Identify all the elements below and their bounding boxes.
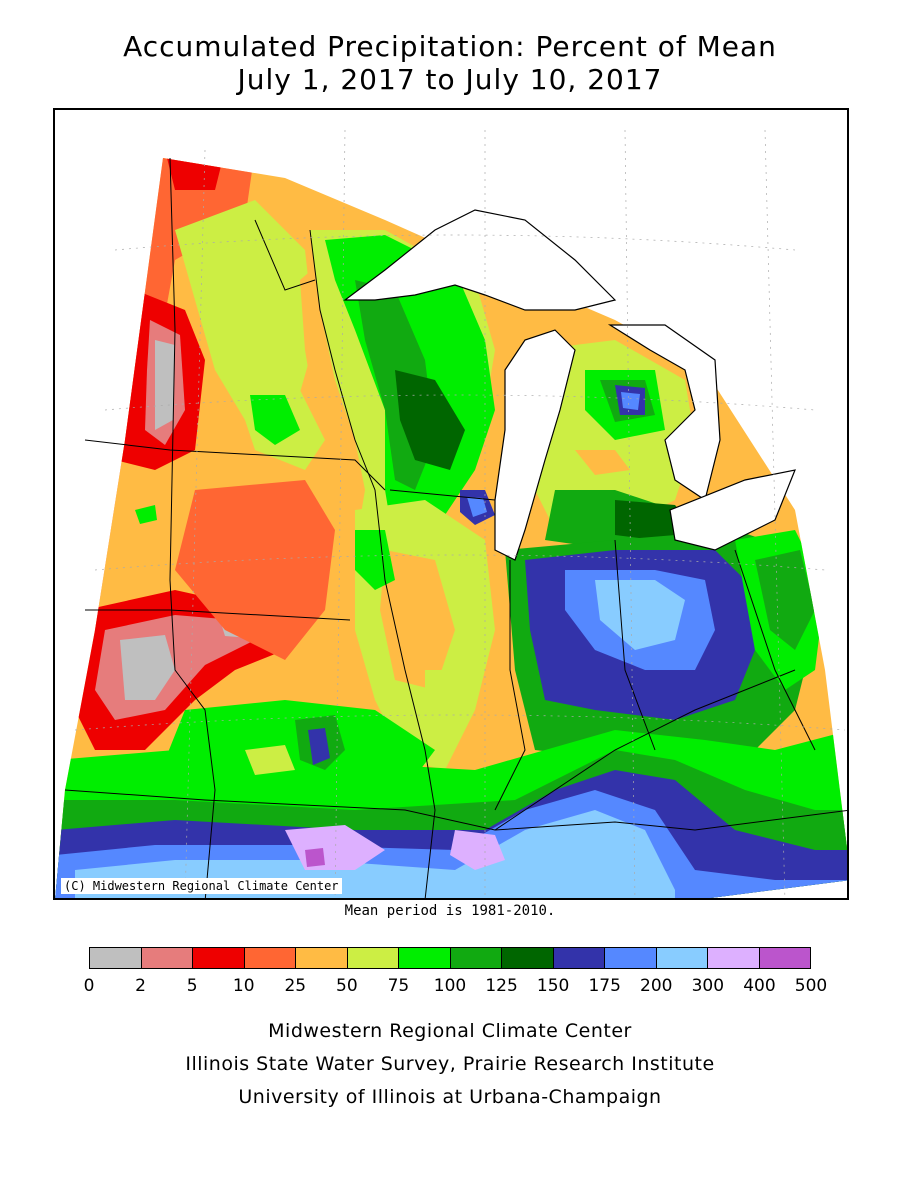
- map-subtitle: July 1, 2017 to July 10, 2017: [237, 63, 663, 96]
- lake-michigan: [494, 329, 576, 561]
- legend-tick-label: 5: [186, 976, 198, 996]
- copyright-notice: (C) Midwestern Regional Climate Center: [61, 878, 342, 894]
- legend-swatch: [605, 948, 657, 968]
- legend-swatch: [347, 948, 399, 968]
- legend-swatch: [759, 948, 810, 968]
- legend-swatch: [244, 948, 296, 968]
- legend-tick-label: 0: [83, 976, 95, 996]
- legend-tick-label: 50: [336, 976, 358, 996]
- lake-huron: [607, 324, 721, 501]
- legend-swatch: [502, 948, 554, 968]
- credit-line-2: Illinois State Water Survey, Prairie Res…: [185, 1053, 715, 1075]
- legend-tick-label: 400: [743, 976, 776, 996]
- legend-swatch: [553, 948, 605, 968]
- legend-swatch: [450, 948, 502, 968]
- legend-swatch: [656, 948, 708, 968]
- legend-tick-label: 75: [387, 976, 410, 996]
- legend-tick-label: 150: [536, 976, 570, 996]
- credit-line-1: Midwestern Regional Climate Center: [268, 1020, 632, 1042]
- color-legend: [89, 947, 811, 969]
- state-boundaries: [64, 157, 847, 898]
- legend-tick-label: 125: [485, 976, 518, 996]
- legend-tick-label: 175: [588, 976, 621, 996]
- legend-swatch: [90, 948, 142, 968]
- legend-swatch: [296, 948, 348, 968]
- legend-swatch: [399, 948, 451, 968]
- legend-swatch: [193, 948, 245, 968]
- legend-swatch: [708, 948, 760, 968]
- graticule: [74, 129, 846, 898]
- legend-tick-label: 25: [284, 976, 307, 996]
- map-title: Accumulated Precipitation: Percent of Me…: [123, 30, 777, 63]
- legend-tick-label: 100: [433, 976, 467, 996]
- legend-tick-label: 300: [691, 976, 725, 996]
- legend-tick-label: 2: [135, 976, 146, 996]
- legend-tick-label: 500: [794, 976, 828, 996]
- credit-line-3: University of Illinois at Urbana-Champai…: [238, 1086, 662, 1108]
- legend-swatch: [141, 948, 193, 968]
- mean-period-note: Mean period is 1981-2010.: [344, 903, 556, 919]
- lake-superior: [343, 209, 617, 311]
- legend-tick-label: 200: [640, 976, 673, 996]
- great-lakes: [343, 209, 796, 561]
- legend-ticks: 0 2 5 10 25 50 75 100 125 150 175 200 300 400 500: [0, 976, 900, 998]
- map-canvas: [55, 129, 847, 898]
- precipitation-map: (C) Midwestern Regional Climate Center: [53, 108, 849, 900]
- legend-tick-label: 10: [232, 976, 255, 996]
- lake-erie: [669, 469, 796, 551]
